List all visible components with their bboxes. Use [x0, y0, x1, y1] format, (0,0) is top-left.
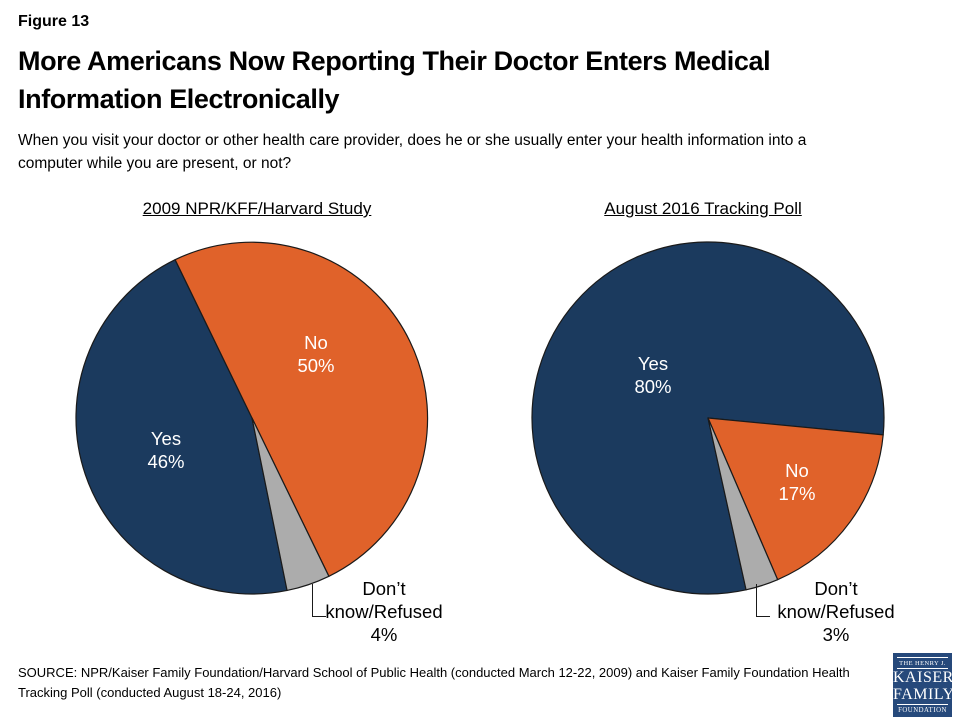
- kff-logo-line2: KAISER: [893, 669, 954, 686]
- slice-label-2009-no: No 50%: [297, 331, 334, 377]
- figure-number: Figure 13: [18, 13, 90, 30]
- slice-name: Yes: [150, 428, 182, 449]
- kff-logo: THE HENRY J. KAISER FAMILY FOUNDATION: [893, 653, 955, 717]
- slice-name-line2: know/Refused: [777, 601, 895, 622]
- slice-value: 80%: [634, 376, 672, 397]
- survey-question: When you visit your doctor or other heal…: [18, 132, 807, 172]
- pie-chart-2016: [531, 241, 885, 595]
- pie-chart-2009: [75, 241, 429, 595]
- slice-value: 3%: [822, 624, 850, 645]
- chart-title-2009: 2009 NPR/KFF/Harvard Study: [142, 199, 372, 218]
- source-note: SOURCE: NPR/Kaiser Family Foundation/Har…: [18, 665, 850, 700]
- figure-title: More Americans Now Reporting Their Docto…: [18, 46, 771, 114]
- slice-name: Yes: [637, 353, 669, 374]
- pie-slice-don-t-know-refused: [707, 417, 779, 591]
- pie-slice-don-t-know-refused: [251, 417, 330, 592]
- slice-value: 4%: [370, 624, 398, 645]
- slice-label-2016-yes: Yes 80%: [634, 352, 671, 398]
- slice-value: 46%: [147, 451, 185, 472]
- slice-label-2009-yes: Yes 46%: [147, 427, 184, 473]
- callout-leader-line-2009: [312, 584, 326, 617]
- pie-slice-no: [174, 241, 429, 577]
- kff-logo-line1: THE HENRY J.: [897, 657, 948, 669]
- slice-label-2016-dont-know: Don’t know/Refused 3%: [777, 577, 894, 646]
- callout-leader-line-2016: [756, 584, 770, 617]
- pie-slice-yes: [75, 259, 288, 595]
- slice-name-line2: know/Refused: [325, 601, 443, 622]
- slice-label-2016-no: No 17%: [778, 459, 815, 505]
- slice-label-2009-dont-know: Don’t know/Refused 4%: [325, 577, 442, 646]
- slice-name-line1: Don’t: [362, 578, 406, 599]
- slice-name-line1: Don’t: [814, 578, 858, 599]
- slice-value: 50%: [297, 355, 335, 376]
- slice-name: No: [785, 460, 809, 481]
- pie-slice-no: [707, 417, 884, 581]
- slice-value: 17%: [778, 483, 816, 504]
- chart-title-2016: August 2016 Tracking Poll: [604, 199, 802, 218]
- kff-logo-line4: FOUNDATION: [897, 704, 948, 714]
- slice-name: No: [304, 332, 328, 353]
- kff-logo-line3: FAMILY: [893, 685, 955, 703]
